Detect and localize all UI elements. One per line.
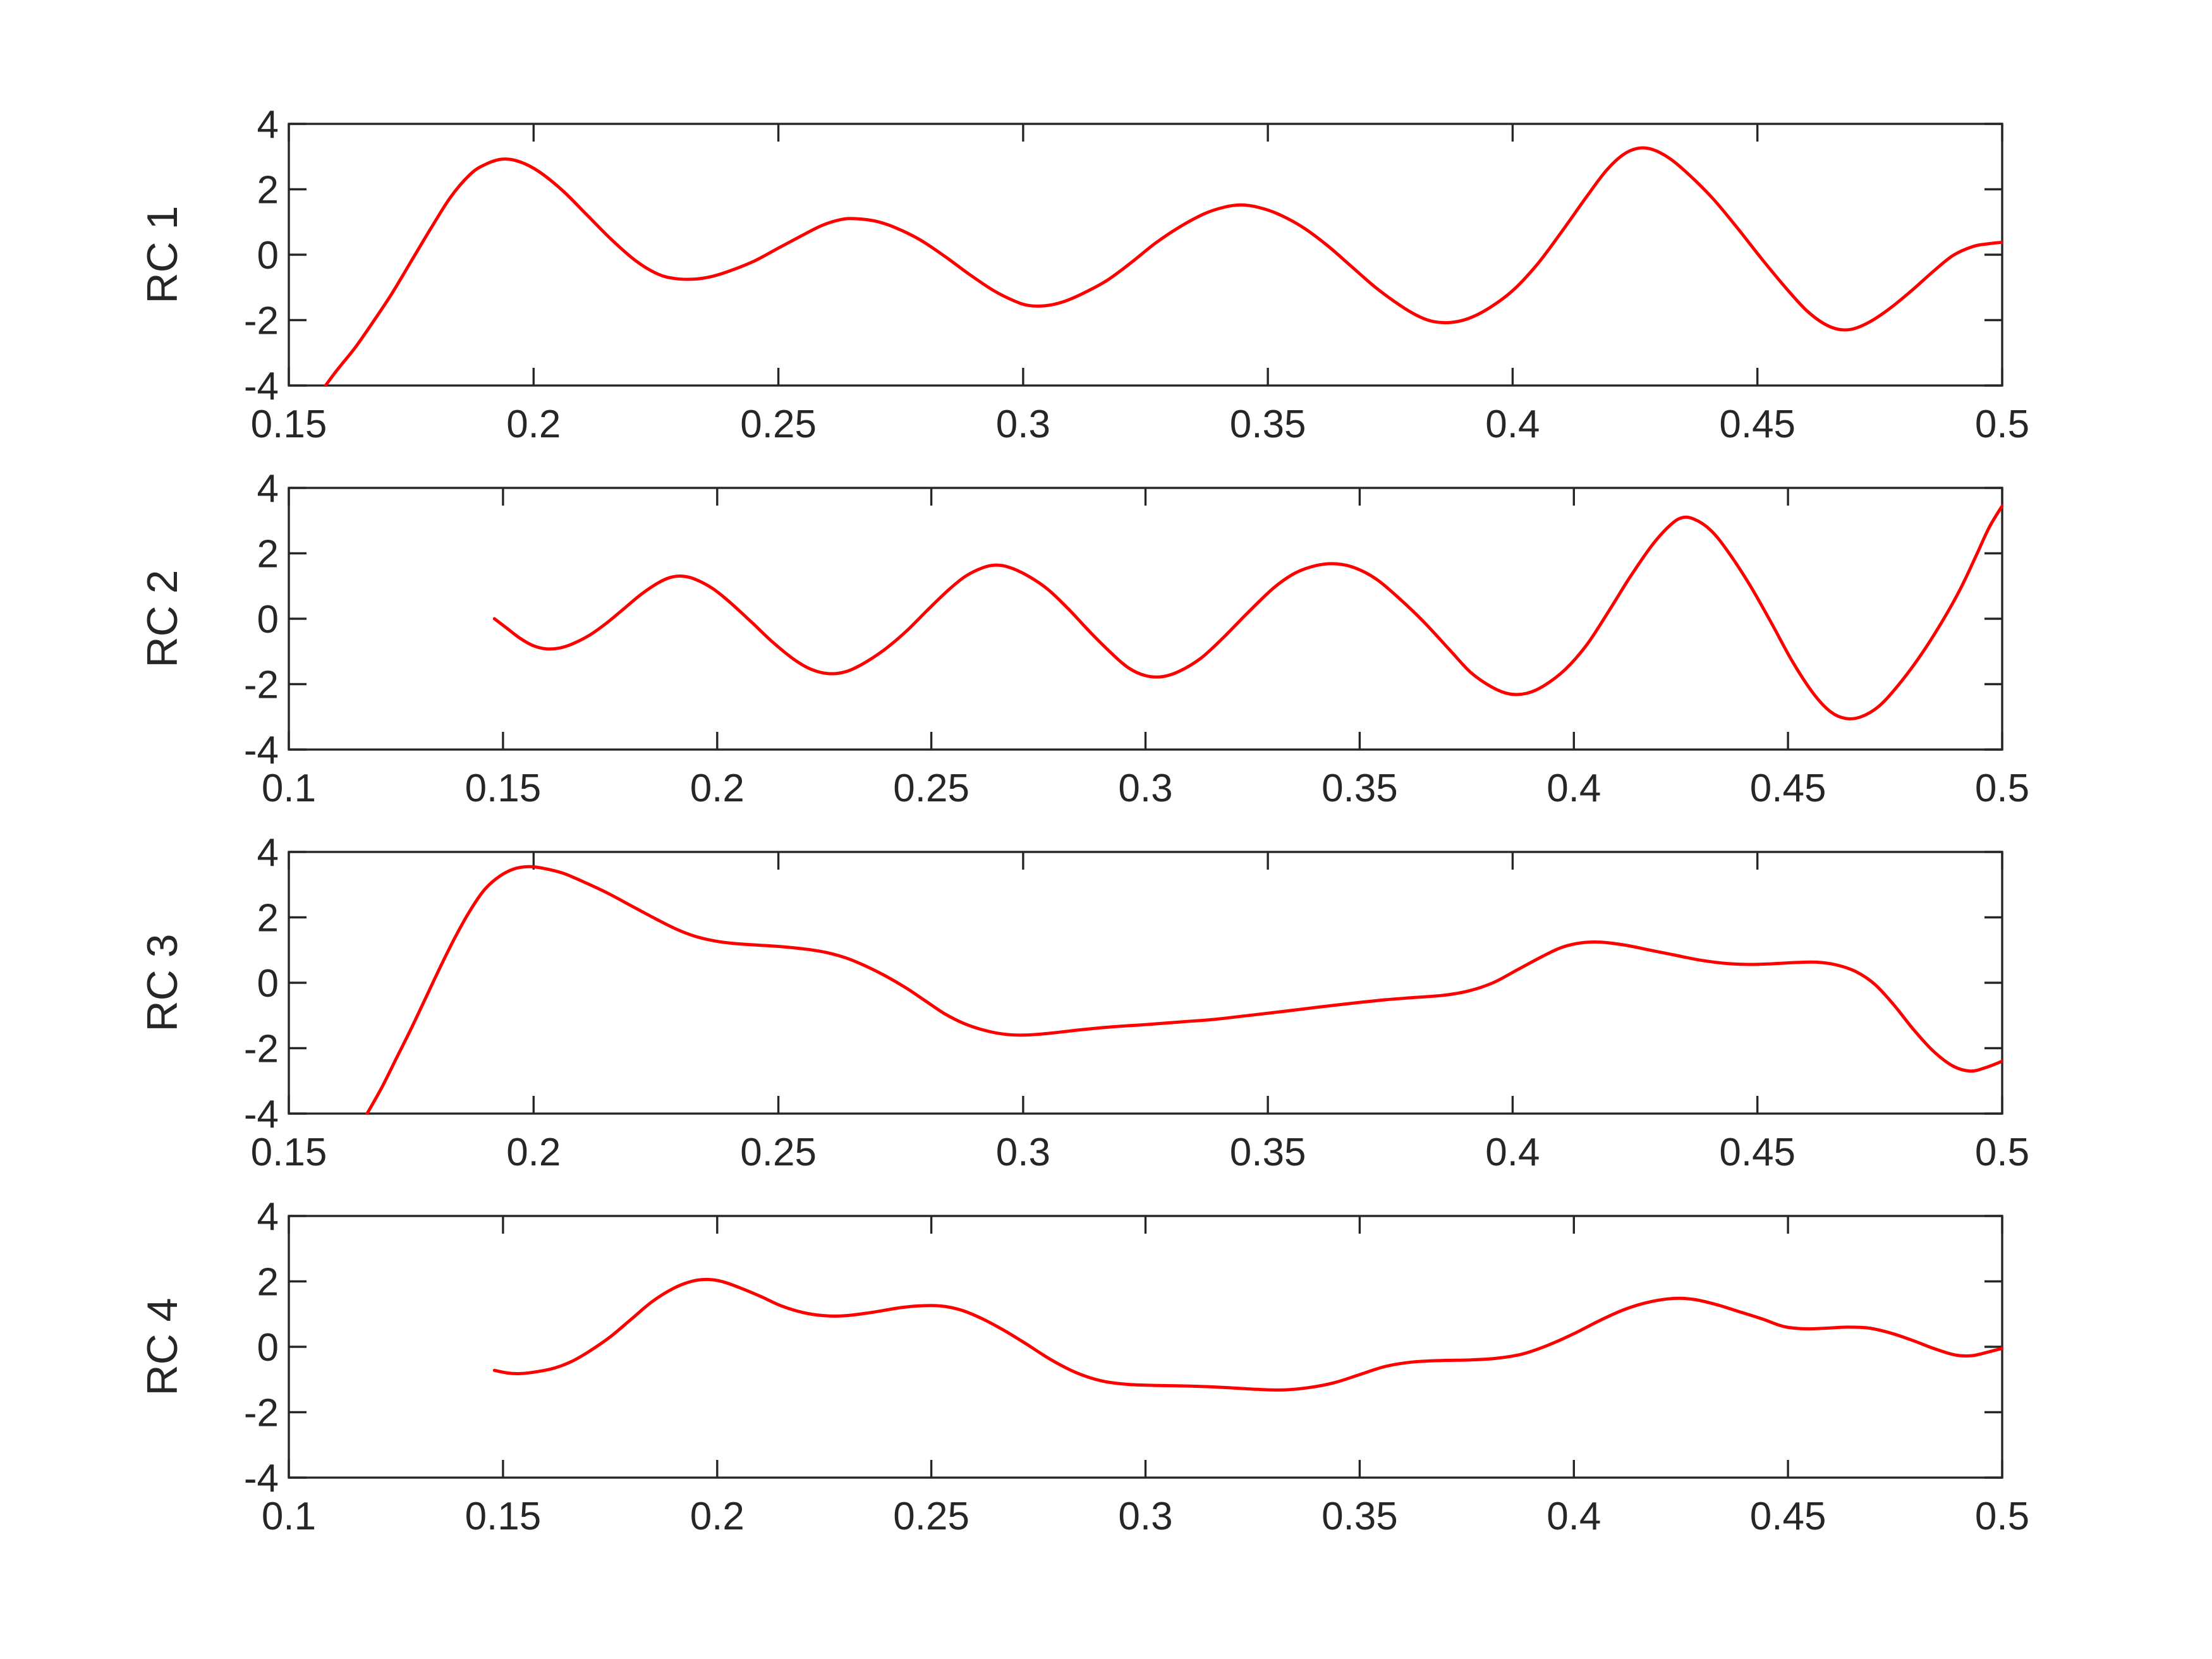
y-axis-label: RC 4 (138, 1298, 186, 1396)
x-tick-label: 0.2 (690, 767, 744, 810)
x-tick-label: 0.3 (996, 403, 1050, 446)
x-tick-label: 0.25 (893, 1495, 969, 1538)
x-tick-label: 0.35 (1230, 403, 1306, 446)
subplot-rc-3: 0.15 0.2 0.25 0.3 0.35 0.4 0.45 0.5 -4 -2 0 2 4 RC 3 (138, 831, 2029, 1174)
axes-box (288, 123, 2003, 387)
axis-ticks (288, 123, 2003, 387)
y-tick-label: -4 (244, 1457, 279, 1500)
x-tick-label: 0.1 (262, 767, 316, 810)
axis-ticks (288, 851, 2003, 1115)
x-tick-label: 0.15 (465, 1495, 542, 1538)
x-tick-label: 0.5 (1975, 1131, 2029, 1174)
x-tick-label: 0.3 (1118, 1495, 1172, 1538)
y-tick-label: 2 (257, 169, 279, 212)
x-tick-label: 0.45 (1750, 1495, 1826, 1538)
x-tick-label: 0.45 (1750, 767, 1826, 810)
x-tick-label: 0.35 (1322, 767, 1398, 810)
x-tick-label: 0.25 (893, 767, 969, 810)
x-tick-label: 0.2 (690, 1495, 744, 1538)
x-tick-label: 0.5 (1975, 1495, 2029, 1538)
y-tick-label: 4 (257, 467, 279, 511)
x-tick-label: 0.3 (996, 1131, 1050, 1174)
x-tick-label: 0.4 (1485, 1131, 1540, 1174)
tick-labels: 0.15 0.2 0.25 0.3 0.35 0.4 0.45 0.5 -4 -2 0 2 4 (244, 831, 2029, 1174)
y-tick-label: -2 (244, 1028, 279, 1071)
axis-ticks (288, 1215, 2003, 1479)
x-tick-label: 0.1 (262, 1495, 316, 1538)
y-tick-label: 0 (257, 598, 279, 641)
x-tick-label: 0.35 (1230, 1131, 1306, 1174)
x-tick-label: 0.25 (740, 1131, 817, 1174)
x-tick-label: 0.45 (1719, 1131, 1796, 1174)
subplot-rc-1: 0.15 0.2 0.25 0.3 0.35 0.4 0.45 0.5 -4 -2 0 2 4 RC 1 (138, 103, 2029, 446)
rc-4-line (492, 1277, 2003, 1392)
x-tick-label: 0.3 (1118, 767, 1172, 810)
subplot-rc-2: 0.1 0.15 0.2 0.25 0.3 0.35 0.4 0.45 0.5 -4 -2 0 2 4 RC… (138, 467, 2029, 810)
y-tick-label: 4 (257, 103, 279, 147)
tick-labels: 0.15 0.2 0.25 0.3 0.35 0.4 0.45 0.5 -4 -2 0 2 4 (244, 103, 2029, 446)
y-tick-label: 2 (257, 533, 279, 576)
y-tick-label: 0 (257, 1326, 279, 1370)
x-tick-label: 0.35 (1322, 1495, 1398, 1538)
rc-3-line (365, 865, 2003, 1115)
y-tick-label: -4 (244, 1093, 279, 1136)
y-tick-label: -2 (244, 1392, 279, 1435)
axes-box (288, 487, 2003, 751)
rc-1-line (324, 146, 2003, 387)
x-tick-label: 0.15 (251, 1131, 327, 1174)
rc-2-line (492, 504, 2003, 720)
x-tick-label: 0.4 (1485, 403, 1540, 446)
axis-ticks (288, 487, 2003, 751)
y-axis-label: RC 3 (138, 934, 186, 1032)
y-tick-label: 4 (257, 1195, 279, 1239)
x-tick-label: 0.2 (506, 1131, 561, 1174)
x-tick-label: 0.5 (1975, 767, 2029, 810)
x-tick-label: 0.15 (251, 403, 327, 446)
x-tick-label: 0.5 (1975, 403, 2029, 446)
y-tick-label: -4 (244, 365, 279, 408)
y-tick-label: -4 (244, 729, 279, 772)
y-tick-label: 0 (257, 234, 279, 277)
y-axis-label: RC 1 (138, 206, 186, 304)
axes-box (288, 1215, 2003, 1479)
axes-box (288, 851, 2003, 1115)
y-tick-label: 4 (257, 831, 279, 875)
x-tick-label: 0.45 (1719, 403, 1796, 446)
tick-labels: 0.1 0.15 0.2 0.25 0.3 0.35 0.4 0.45 0.5 -4 -2 0 2 4 (244, 467, 2029, 810)
x-tick-label: 0.4 (1547, 767, 1601, 810)
x-tick-label: 0.25 (740, 403, 817, 446)
x-tick-label: 0.4 (1547, 1495, 1601, 1538)
x-tick-label: 0.15 (465, 767, 542, 810)
y-tick-label: -2 (244, 300, 279, 343)
y-tick-label: 2 (257, 897, 279, 940)
y-tick-label: -2 (244, 664, 279, 707)
y-axis-label: RC 2 (138, 570, 186, 668)
y-tick-label: 2 (257, 1261, 279, 1304)
y-tick-label: 0 (257, 962, 279, 1006)
subplot-rc-4: 0.1 0.15 0.2 0.25 0.3 0.35 0.4 0.45 0.5 -4 -2 0 2 4 RC… (138, 1195, 2029, 1538)
x-tick-label: 0.2 (506, 403, 561, 446)
tick-labels: 0.1 0.15 0.2 0.25 0.3 0.35 0.4 0.45 0.5 -4 -2 0 2 4 (244, 1195, 2029, 1538)
